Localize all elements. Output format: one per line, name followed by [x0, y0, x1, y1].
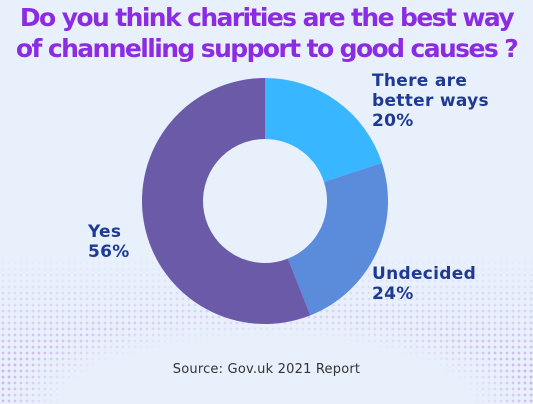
donut-slice-undecided: [287, 162, 388, 316]
slice-label-better-ways-line-2: better ways: [372, 91, 489, 111]
slice-label-better-ways-line-1: There are: [372, 71, 468, 91]
slice-label-yes-text: Yes: [88, 222, 122, 242]
chart-title-line-1: Do you think charities are the best way: [19, 3, 515, 32]
slice-label-better-ways: There are better ways 20%: [372, 71, 489, 131]
slice-value-undecided: 24%: [372, 284, 414, 304]
slice-label-undecided: Undecided 24%: [372, 264, 476, 304]
donut-slice-there-are-better-ways: [265, 78, 382, 182]
chart-title: Do you think charities are the best way …: [0, 2, 533, 64]
slice-label-undecided-text: Undecided: [372, 264, 477, 284]
donut-slice-yes: [142, 78, 311, 324]
source-note: Source: Gov.uk 2021 Report: [172, 362, 361, 377]
donut-slices: [142, 78, 388, 324]
slice-label-yes: Yes 56%: [88, 222, 130, 262]
slice-value-better-ways: 20%: [372, 111, 414, 131]
slice-value-yes: 56%: [88, 242, 130, 262]
chart-title-line-2: of channelling support to good causes ?: [15, 34, 519, 63]
